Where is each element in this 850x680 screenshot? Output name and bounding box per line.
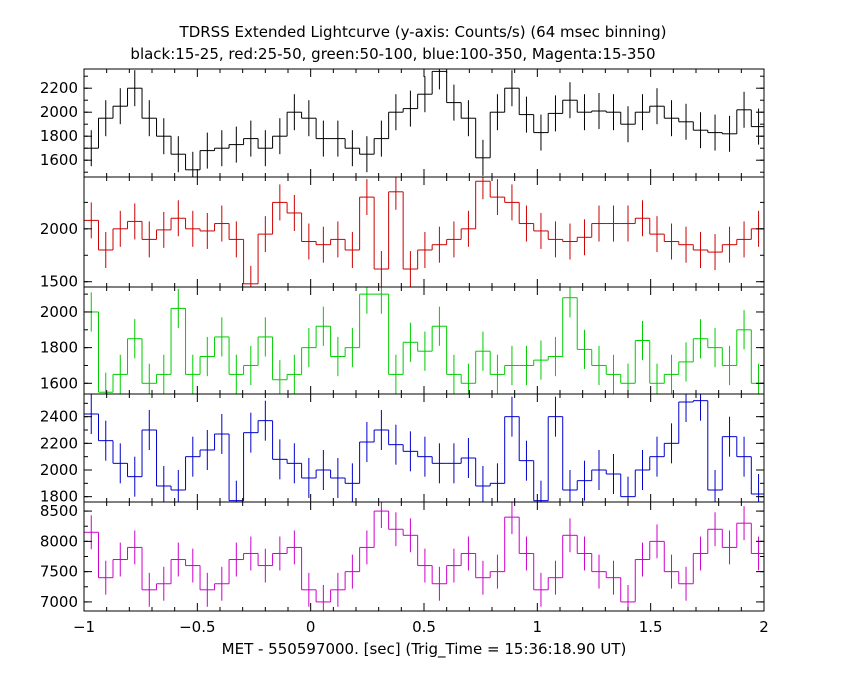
x-tick-label: 2 [759, 618, 769, 636]
y-tick-label: 1800 [40, 339, 78, 357]
chart-title: TDRSS Extended Lightcurve (y-axis: Count… [179, 23, 667, 41]
y-tick-label: 8500 [40, 502, 78, 520]
panel-15-350: 7000 7500 8000 8500 [40, 501, 765, 612]
x-tick-label: 0 [306, 618, 316, 636]
series-100-350 [84, 394, 764, 502]
y-tick-label: 2000 [40, 220, 78, 238]
x-tick-label: 1 [533, 618, 543, 636]
y-tick-label: 2000 [40, 303, 78, 321]
x-tick-label: −1 [73, 618, 95, 636]
panel-100-350: 1800 2000 2200 2400 [40, 393, 765, 506]
y-tick-label: 7500 [40, 563, 78, 581]
x-tick-label: 1.5 [639, 618, 663, 636]
y-tick-label: 1600 [40, 374, 78, 392]
panel-25-50: 1500 2000 [40, 176, 765, 291]
y-tick-label: 1800 [40, 488, 78, 506]
y-tick-label: 1600 [40, 151, 78, 169]
series-15-25 [84, 69, 764, 177]
y-tick-label: 2200 [40, 434, 78, 452]
panel-15-25: 1600 1800 2000 2200 [40, 68, 765, 178]
series-50-100 [84, 287, 764, 394]
y-tick-label: 1800 [40, 127, 78, 145]
y-tick-label: 2200 [40, 79, 78, 97]
y-tick-label: 8000 [40, 532, 78, 550]
y-tick-label: 1500 [40, 273, 78, 291]
x-tick-label: 0.5 [412, 618, 436, 636]
x-tick-label: −0.5 [179, 618, 215, 636]
series-25-50 [84, 177, 764, 287]
y-tick-label: 2000 [40, 103, 78, 121]
panel-frame [83, 176, 765, 288]
panel-frame [83, 501, 765, 612]
y-tick-label: 7000 [40, 593, 78, 611]
y-tick-label: 2400 [40, 408, 78, 426]
y-tick-label: 2000 [40, 461, 78, 479]
panels-group: 1600180020002200150020001600180020001800… [40, 68, 765, 612]
x-axis-label: MET - 550597000. [sec] (Trig_Time = 15:3… [222, 640, 627, 659]
series-15-350 [84, 502, 764, 611]
panel-50-100: 1600 1800 2000 [40, 286, 765, 395]
x-axis: −1 −0.5 0 0.5 1 1.5 2 [73, 618, 769, 636]
chart-subtitle: black:15-25, red:25-50, green:50-100, bl… [130, 45, 655, 63]
